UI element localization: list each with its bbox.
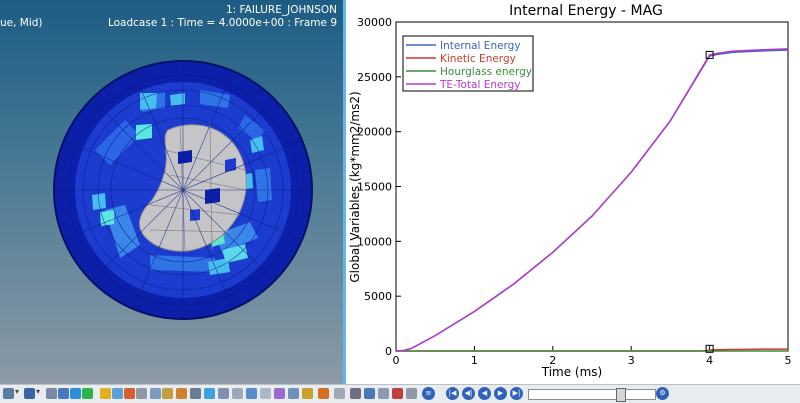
note-icon[interactable] xyxy=(150,388,161,399)
x-tick-label: 5 xyxy=(785,354,792,367)
energy-chart[interactable]: Internal Energy - MAG 0 1 2 3 4 5 0 5000 10000 15… xyxy=(346,0,800,384)
legend-icon[interactable] xyxy=(82,388,93,399)
animation-settings-icon[interactable]: ⚙ xyxy=(656,387,669,400)
vector-icon[interactable] xyxy=(100,388,111,399)
probe-icon[interactable] xyxy=(112,388,123,399)
legend-item: Kinetic Energy xyxy=(440,53,516,65)
animation-mode-icon[interactable]: ≡ xyxy=(422,387,435,400)
section-cut-icon[interactable] xyxy=(124,388,135,399)
chevron-down-icon[interactable]: ▾ xyxy=(36,387,41,396)
tag-icon[interactable] xyxy=(162,388,173,399)
layers-icon[interactable] xyxy=(246,388,257,399)
y-tick-label: 0 xyxy=(385,345,392,358)
plot-window[interactable]: Internal Energy - MAG 0 1 2 3 4 5 0 5000 10000 15… xyxy=(346,0,800,384)
cursor-icon[interactable] xyxy=(176,388,187,399)
legend-item: Hourglass energy xyxy=(440,66,532,78)
series-line xyxy=(395,48,789,352)
first-frame-button[interactable]: |◀ xyxy=(446,387,459,400)
result-name-label: 1: FAILURE_JOHNSON xyxy=(226,4,337,16)
pane-splitter[interactable] xyxy=(343,0,346,384)
cube-view-icon[interactable] xyxy=(70,388,81,399)
curve-icon[interactable] xyxy=(318,388,329,399)
previous-frame-button[interactable]: ◀| xyxy=(462,387,475,400)
animation-frame-slider[interactable] xyxy=(528,388,656,402)
axis-icon[interactable] xyxy=(274,388,285,399)
measure-icon[interactable] xyxy=(136,388,147,399)
chart-ticks: 0 1 2 3 4 5 0 5000 10000 15000 20000 25000 30000 xyxy=(357,16,792,367)
loadcase-info-label: Loadcase 1 : Time = 4.0000e+00 : Frame 9 xyxy=(107,17,337,29)
curve-attributes-icon[interactable] xyxy=(378,388,389,399)
x-tick-label: 0 xyxy=(393,354,400,367)
chart-markers xyxy=(705,50,714,353)
path-icon[interactable] xyxy=(218,388,229,399)
x-tick-label: 3 xyxy=(628,354,635,367)
series-line xyxy=(395,49,789,352)
legend-item: TE-Total Energy xyxy=(439,79,521,91)
transform-icon[interactable] xyxy=(204,388,215,399)
y-tick-label: 10000 xyxy=(357,235,392,248)
y-tick-label: 20000 xyxy=(357,126,392,139)
curve-math-icon[interactable] xyxy=(364,388,375,399)
table-icon[interactable] xyxy=(260,388,271,399)
x-tick-label: 4 xyxy=(706,354,713,367)
zoom-icon[interactable] xyxy=(334,388,345,399)
play-backward-button[interactable]: ◀ xyxy=(478,387,491,400)
chevron-down-icon[interactable]: ▾ xyxy=(15,387,20,396)
deform-icon[interactable] xyxy=(288,388,299,399)
y-tick-label: 25000 xyxy=(357,71,392,84)
select-icon[interactable] xyxy=(190,388,201,399)
contour-icon[interactable] xyxy=(24,388,35,399)
data-marker xyxy=(705,344,714,353)
lock-icon[interactable] xyxy=(302,388,313,399)
legend-item: Internal Energy xyxy=(440,40,521,52)
x-axis-label: Time (ms) xyxy=(541,365,603,379)
fem-mesh-model[interactable] xyxy=(0,0,343,384)
play-forward-button[interactable]: ▶ xyxy=(494,387,507,400)
contour-type-label: ue, Mid) xyxy=(0,17,43,29)
y-tick-label: 5000 xyxy=(364,290,392,303)
y-axis-label: Global Variables (kg*mm2/ms2) xyxy=(348,91,362,282)
model-viewport[interactable]: 1: FAILURE_JOHNSON Loadcase 1 : Time = 4… xyxy=(0,0,343,384)
bottom-toolbar: ▾ ▾ ≡ |◀ ◀| ◀ ▶ ▶| ⚙ xyxy=(0,384,800,403)
chart-series xyxy=(395,48,789,352)
curve-edit-icon[interactable] xyxy=(350,388,361,399)
element-color-icon[interactable] xyxy=(58,388,69,399)
x-tick-label: 1 xyxy=(471,354,478,367)
next-frame-button[interactable]: ▶| xyxy=(510,387,523,400)
plot-icon[interactable] xyxy=(232,388,243,399)
curve-table-icon[interactable] xyxy=(406,388,417,399)
data-marker xyxy=(705,50,714,59)
x-tick-label: 2 xyxy=(549,354,556,367)
slider-thumb[interactable] xyxy=(616,388,626,402)
result-select-icon[interactable] xyxy=(46,388,57,399)
chart-title: Internal Energy - MAG xyxy=(509,3,663,19)
curve-fft-icon[interactable] xyxy=(392,388,403,399)
y-tick-label: 15000 xyxy=(357,181,392,194)
display-mode-icon[interactable] xyxy=(3,388,14,399)
y-tick-label: 30000 xyxy=(357,16,392,29)
